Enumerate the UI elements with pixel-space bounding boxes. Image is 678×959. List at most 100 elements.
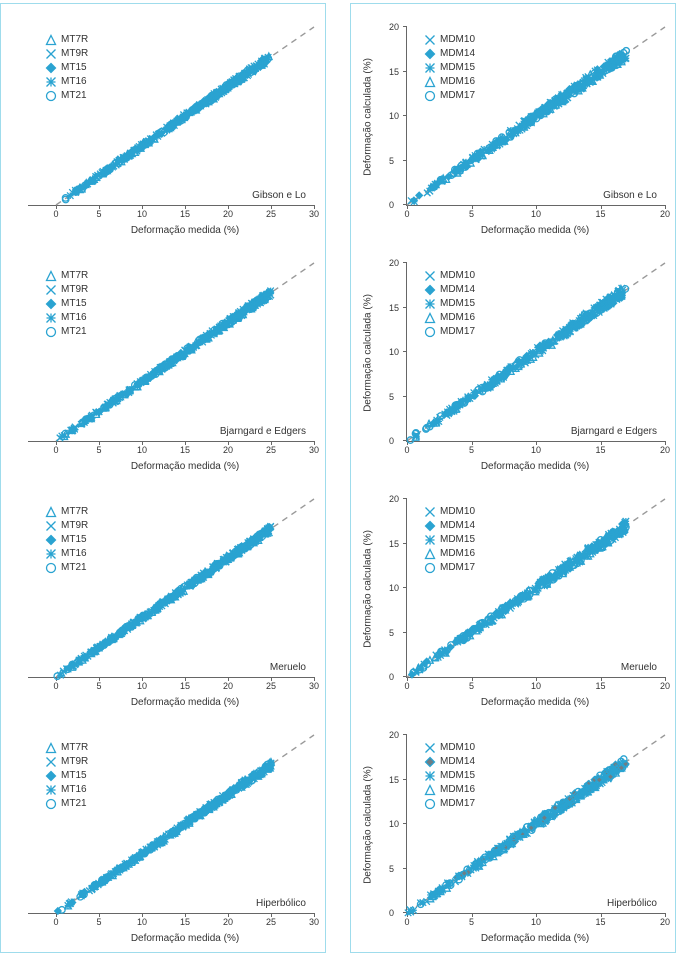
y-axis-label: Deformação calculada (%)	[363, 530, 374, 648]
x-tick: 10	[137, 681, 147, 691]
legend-item: MDM15	[422, 297, 475, 311]
x-tick: 0	[53, 445, 58, 455]
legend-item: MT16	[43, 311, 88, 325]
legend-marker-icon	[43, 47, 59, 61]
x-axis-label: Deformação medida (%)	[131, 697, 239, 708]
legend-label: MDM10	[438, 269, 475, 283]
legend-item: MT15	[43, 769, 88, 783]
x-tick: 15	[595, 209, 605, 219]
y-tick: 10	[389, 819, 399, 829]
y-axis-label: Deformação calculada (%)	[363, 766, 374, 884]
x-tick: 10	[531, 917, 541, 927]
legend-label: MT15	[59, 769, 87, 783]
x-tick: 15	[180, 445, 190, 455]
legend: MT7R MT9RMT15 MT16MT21	[43, 33, 88, 103]
chart-cell: Deformação calculada (%)0510152005101520	[351, 240, 675, 476]
legend-label: MDM15	[438, 769, 475, 783]
legend-marker-icon	[43, 561, 59, 575]
legend-label: MT16	[59, 547, 87, 561]
x-tick: 5	[469, 445, 474, 455]
x-axis-label: Deformação medida (%)	[481, 225, 589, 236]
legend-label: MDM10	[438, 33, 475, 47]
x-tick: 0	[404, 445, 409, 455]
legend-item: MT16	[43, 547, 88, 561]
y-tick: 15	[389, 67, 399, 77]
legend-marker-icon	[43, 325, 59, 339]
chart-subtitle: Bjarngard e Edgers	[220, 426, 306, 437]
plot-area: 051015202530	[28, 27, 314, 206]
legend-label: MDM15	[438, 297, 475, 311]
x-tick: 20	[660, 445, 670, 455]
chart-cell: 051015202530	[1, 476, 325, 712]
legend-label: MDM17	[438, 561, 475, 575]
x-tick: 0	[404, 209, 409, 219]
legend-marker-icon	[422, 297, 438, 311]
legend-marker-icon	[43, 755, 59, 769]
chart-cell: 051015202530	[1, 4, 325, 240]
legend-marker-icon	[422, 547, 438, 561]
legend-item: MDM16	[422, 783, 475, 797]
legend-marker-icon	[43, 797, 59, 811]
chart-cell: Deformação calculada (%)0510152005101520	[351, 476, 675, 712]
legend-item: MT15	[43, 297, 88, 311]
chart-subtitle: Hiperbólico	[607, 898, 657, 909]
legend-item: MDM17	[422, 89, 475, 103]
y-tick: 5	[389, 628, 394, 638]
legend-marker-icon	[43, 311, 59, 325]
legend-label: MDM15	[438, 61, 475, 75]
legend-marker-icon	[43, 283, 59, 297]
legend-label: MT21	[59, 561, 87, 575]
legend: MDM10MDM14 MDM15MDM16MDM17	[422, 269, 475, 339]
y-tick: 0	[389, 672, 394, 682]
legend-item: MT7R	[43, 269, 88, 283]
y-tick: 5	[389, 864, 394, 874]
x-tick: 5	[469, 209, 474, 219]
legend-marker-icon	[422, 283, 438, 297]
legend-label: MDM10	[438, 505, 475, 519]
x-tick: 15	[595, 681, 605, 691]
legend-label: MT9R	[59, 283, 88, 297]
legend-item: MT21	[43, 325, 88, 339]
legend-marker-icon	[43, 533, 59, 547]
legend-marker-icon	[422, 325, 438, 339]
y-tick: 20	[389, 22, 399, 32]
legend-label: MT15	[59, 61, 87, 75]
chart-subtitle: Meruelo	[621, 662, 657, 673]
legend-label: MT7R	[59, 33, 88, 47]
right-column: Deformação calculada (%) 0 5 10 15 20 0 5 10 15 20	[350, 3, 676, 953]
x-tick: 20	[660, 917, 670, 927]
x-tick: 10	[531, 445, 541, 455]
chart-subtitle: Hiperbólico	[256, 898, 306, 909]
legend: MDM10MDM14 MDM15MDM16MDM17	[422, 33, 475, 103]
x-tick: 30	[309, 917, 319, 927]
x-axis-label: Deformação medida (%)	[481, 697, 589, 708]
chart-subtitle: Gibson e Lo	[252, 190, 306, 201]
legend-item: MDM15	[422, 61, 475, 75]
legend-label: MDM17	[438, 797, 475, 811]
legend-label: MT9R	[59, 755, 88, 769]
legend-label: MDM17	[438, 89, 475, 103]
y-tick: 10	[389, 111, 399, 121]
legend-item: MDM17	[422, 325, 475, 339]
legend-marker-icon	[43, 33, 59, 47]
x-tick: 10	[531, 209, 541, 219]
legend-marker-icon	[422, 755, 438, 769]
legend-item: MDM10	[422, 505, 475, 519]
y-tick: 0	[389, 908, 394, 918]
y-tick: 10	[389, 347, 399, 357]
legend-label: MDM17	[438, 325, 475, 339]
legend: MDM10MDM14 MDM15MDM16MDM17	[422, 741, 475, 811]
x-tick: 10	[137, 917, 147, 927]
legend-marker-icon	[43, 297, 59, 311]
legend-marker-icon	[43, 741, 59, 755]
x-tick: 30	[309, 445, 319, 455]
x-axis-label: Deformação medida (%)	[131, 461, 239, 472]
x-tick: 15	[180, 209, 190, 219]
legend-item: MDM14	[422, 283, 475, 297]
plot-area: 051015202530	[28, 499, 314, 678]
legend: MT7R MT9RMT15 MT16MT21	[43, 269, 88, 339]
legend-label: MT21	[59, 325, 87, 339]
plot-area: 051015202530	[28, 263, 314, 442]
x-tick: 15	[595, 445, 605, 455]
legend: MT7R MT9RMT15 MT16MT21	[43, 741, 88, 811]
